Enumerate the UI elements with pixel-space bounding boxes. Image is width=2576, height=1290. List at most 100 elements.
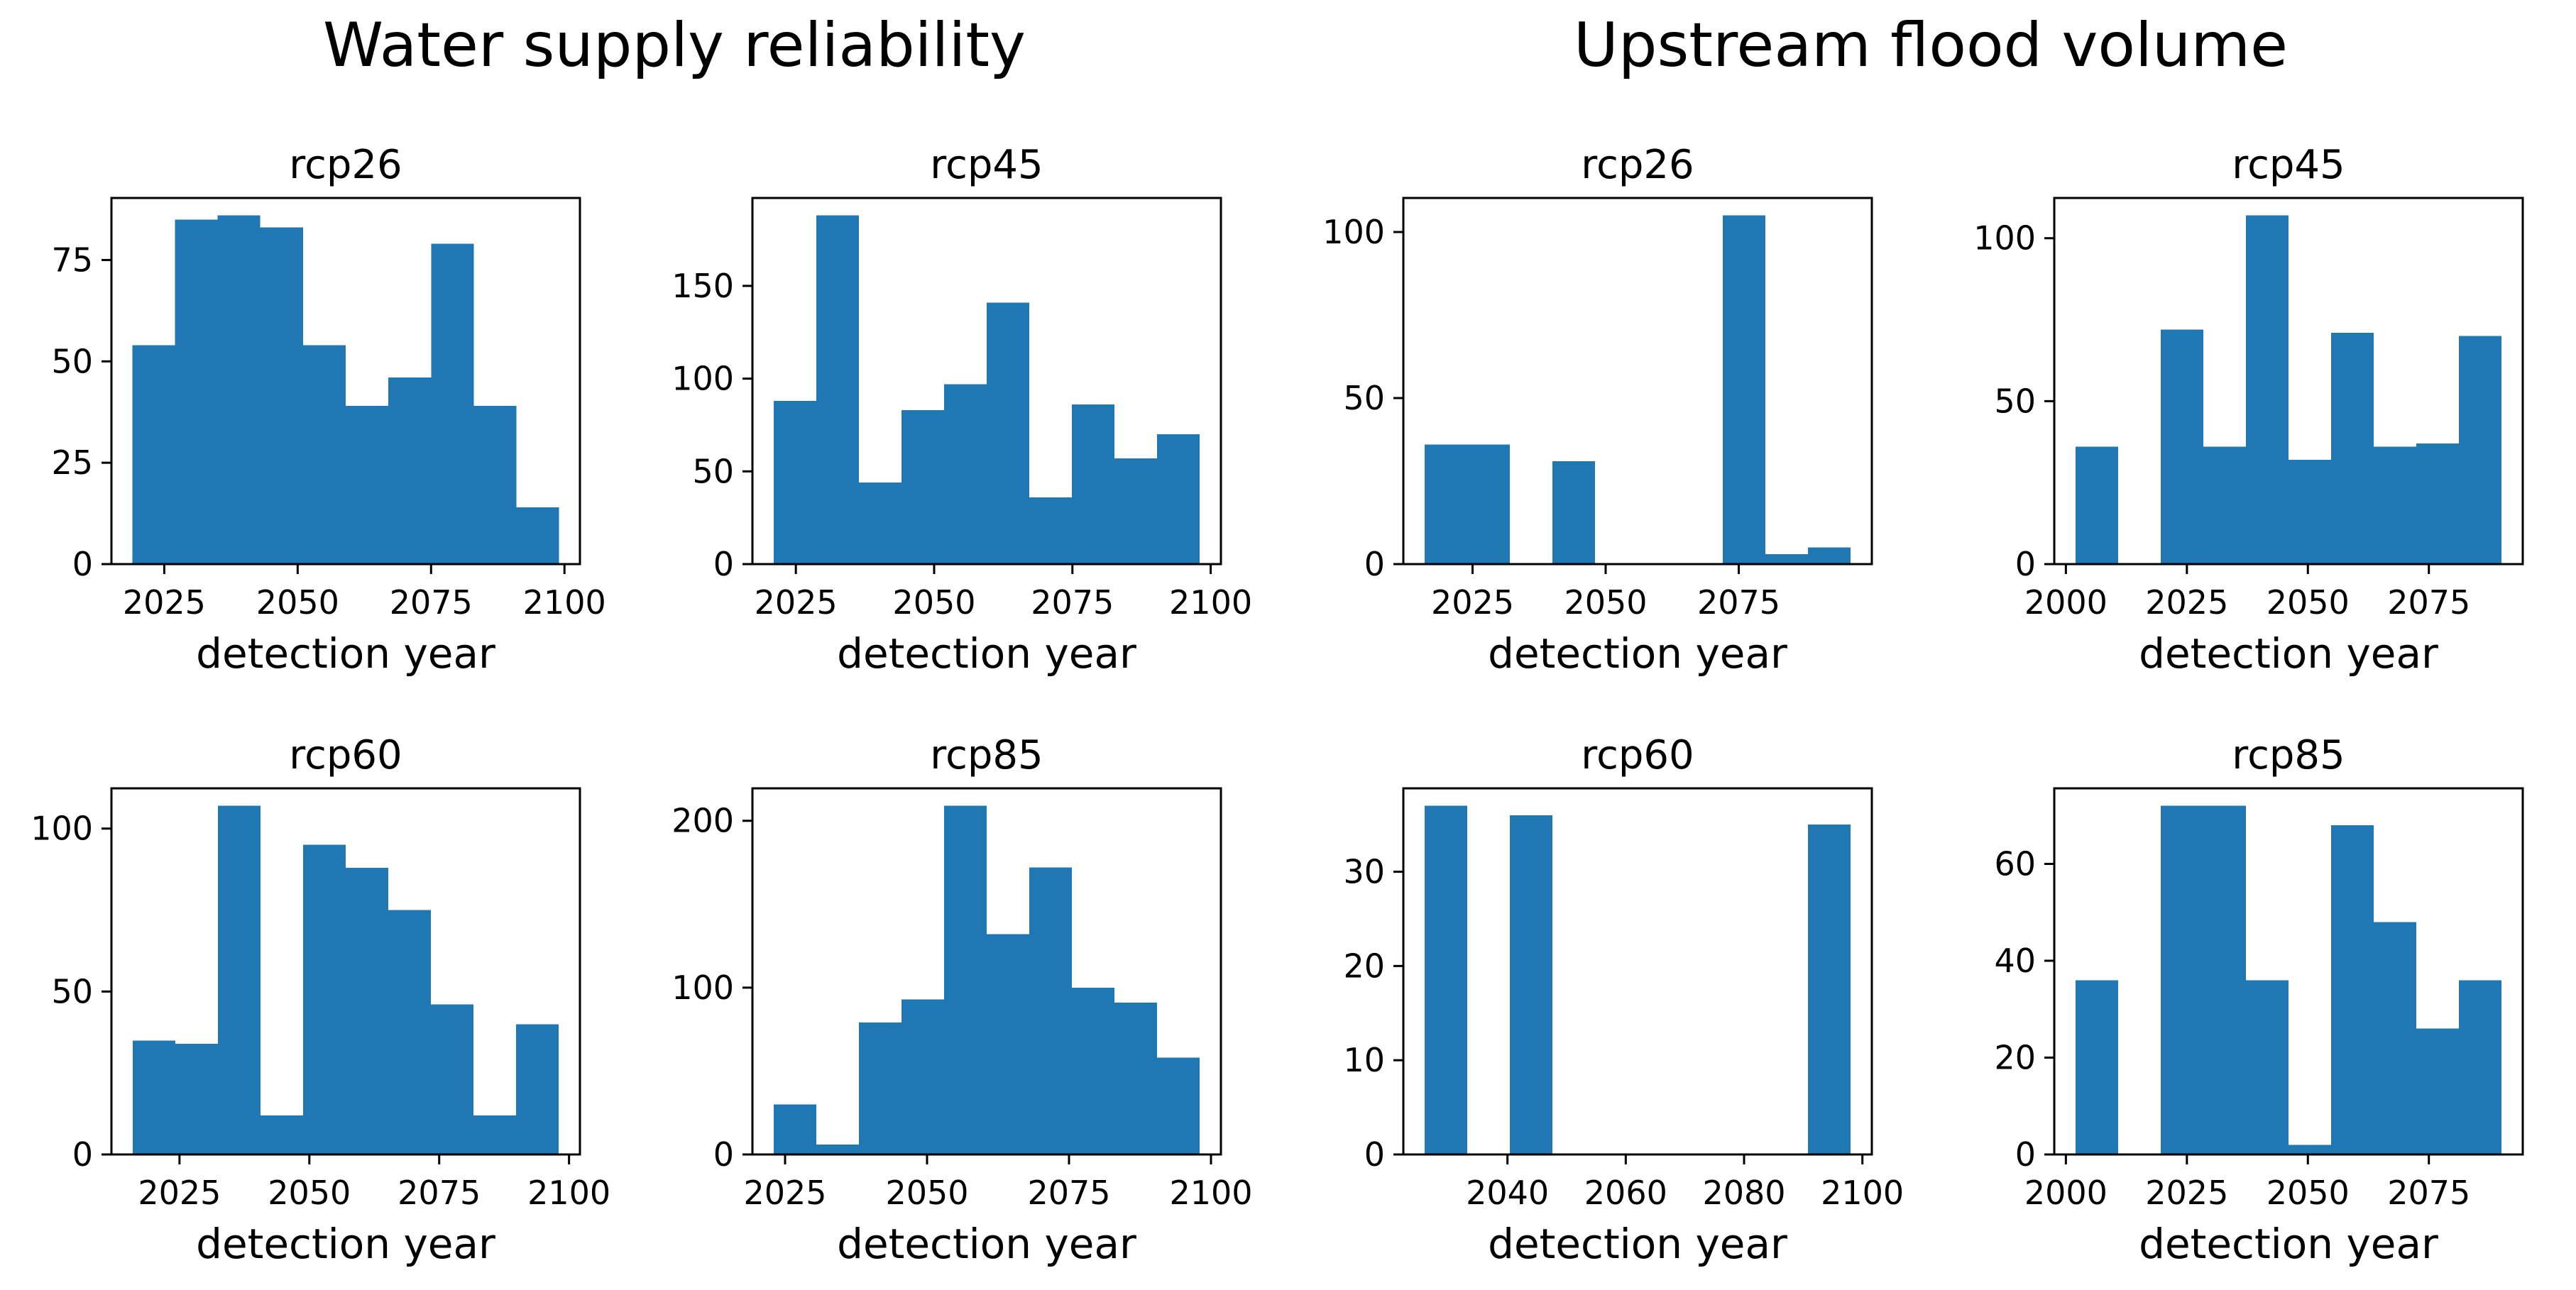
x-tick-label: 2050	[2267, 583, 2350, 622]
histogram-bar	[175, 219, 218, 564]
histogram-bar	[132, 345, 175, 564]
axes-frame	[751, 197, 1222, 566]
histogram-bar	[2246, 980, 2289, 1154]
histogram-bar	[1765, 553, 1808, 564]
histogram-bar	[1029, 867, 1072, 1154]
histogram-bar	[944, 805, 987, 1154]
histogram-bar	[388, 910, 431, 1154]
y-tick-label: 100	[1322, 213, 1385, 251]
y-tick-label: 75	[51, 241, 93, 279]
histogram-bar	[133, 1040, 175, 1154]
subplot-title: rcp26	[289, 142, 402, 188]
y-tick-label: 0	[2015, 545, 2036, 583]
x-tick-label: 2100	[1169, 1174, 1252, 1212]
histogram-bar	[859, 1022, 901, 1154]
axes-frame	[1402, 787, 1873, 1156]
y-tick-label: 10	[1343, 1041, 1385, 1079]
x-tick-label: 2025	[123, 583, 206, 622]
y-tick-label: 100	[672, 360, 734, 398]
axes-frame	[2053, 787, 2524, 1156]
histogram-bar	[1425, 805, 1467, 1154]
histogram-bar	[175, 1043, 218, 1154]
x-tick-label: 2025	[755, 583, 838, 622]
x-tick-label: 2000	[2024, 1174, 2108, 1212]
histogram-bar	[2161, 329, 2203, 564]
x-tick-label: 2100	[1169, 583, 1252, 622]
histogram-bar	[388, 377, 432, 564]
histogram-bar	[516, 507, 559, 564]
x-tick-label: 2050	[2267, 1174, 2350, 1212]
axes-frame	[110, 197, 581, 566]
histogram-panel-3: 2025 2050 2075 2100 0 100 200 rcp85 detection ye…	[672, 732, 1252, 1268]
histogram-bar	[2374, 446, 2416, 564]
y-tick-label: 30	[1343, 853, 1385, 891]
histogram-bar	[2459, 980, 2501, 1154]
x-tick-label: 2100	[523, 583, 606, 622]
histogram-panel-2: 2025 2050 2075 2100 0 50 100 rcp60 detection yea…	[31, 732, 610, 1268]
histogram-bar	[944, 384, 987, 564]
histogram-bar	[2459, 336, 2501, 564]
histogram-bar	[2331, 825, 2374, 1154]
histogram-bar	[1808, 825, 1851, 1154]
histogram-bar	[1072, 404, 1114, 564]
x-tick-label: 2100	[527, 1174, 610, 1212]
x-tick-label: 2060	[1584, 1174, 1667, 1212]
y-tick-label: 0	[1364, 1135, 1385, 1174]
axes-frame	[1402, 197, 1873, 566]
histogram-panel-7: 2000 2025 2050 2075 0 20 40 60 rcp85 detection ye…	[1994, 732, 2524, 1268]
x-tick-label: 2075	[1027, 1174, 1110, 1212]
x-tick-label: 2050	[885, 1174, 968, 1212]
x-axis-label: detection year	[196, 1220, 495, 1268]
y-tick-label: 100	[1973, 219, 2036, 258]
y-tick-label: 0	[1364, 545, 1385, 583]
x-axis-label: detection year	[1488, 629, 1787, 678]
histogram-bar	[2203, 446, 2246, 564]
y-tick-label: 0	[72, 1135, 93, 1174]
x-tick-label: 2075	[398, 1174, 481, 1212]
x-tick-label: 2050	[256, 583, 339, 622]
histogram-bar	[1723, 215, 1765, 564]
axes-frame	[110, 787, 581, 1156]
subplot-title: rcp60	[1581, 732, 1694, 778]
x-tick-label: 2080	[1702, 1174, 1785, 1212]
histogram-bar	[987, 934, 1029, 1154]
subplot-title: rcp60	[289, 732, 402, 778]
subplot-title: rcp85	[930, 732, 1043, 778]
x-axis-label: detection year	[1488, 1220, 1787, 1268]
x-tick-label: 2075	[1031, 583, 1114, 622]
histogram-bar	[1157, 1057, 1200, 1154]
histogram-bar	[816, 1144, 859, 1154]
histogram-bar	[2289, 1145, 2331, 1154]
y-tick-label: 0	[72, 545, 93, 583]
histogram-bar	[303, 844, 346, 1154]
x-tick-label: 2025	[743, 1174, 826, 1212]
histogram-bar	[2161, 805, 2203, 1154]
group-title-flood-volume: Upstream flood volume	[1573, 10, 2289, 81]
x-tick-label: 2040	[1466, 1174, 1549, 1212]
histogram-panel-4: 2025 2050 2075 0 50 100 rcp26 detection year	[1322, 142, 1873, 678]
y-tick-label: 50	[51, 972, 93, 1010]
x-tick-label: 2000	[2024, 583, 2108, 622]
x-tick-label: 2025	[2145, 1174, 2228, 1212]
histogram-bar	[2331, 332, 2374, 564]
histogram-bar	[1114, 1003, 1157, 1154]
histogram-bar	[260, 227, 303, 564]
x-axis-label: detection year	[837, 629, 1136, 678]
axes-frame	[2053, 197, 2524, 566]
x-tick-label: 2050	[1564, 583, 1647, 622]
y-tick-label: 50	[1343, 379, 1385, 417]
x-axis-label: detection year	[2139, 629, 2438, 678]
histogram-bar	[2416, 443, 2459, 564]
axes-frame	[751, 787, 1222, 1156]
histogram-panel-6: 2040 2060 2080 2100 0 10 20 30 rcp60 detection ye…	[1343, 732, 1904, 1268]
histogram-bar	[816, 215, 859, 564]
histogram-bar	[431, 1004, 473, 1154]
histogram-bar	[473, 1115, 516, 1154]
histogram-bar	[2374, 922, 2416, 1154]
x-tick-label: 2025	[138, 1174, 221, 1212]
y-tick-label: 50	[1994, 382, 2036, 420]
histogram-bar	[1072, 987, 1114, 1154]
x-tick-label: 2075	[2387, 1174, 2470, 1212]
x-tick-label: 2075	[1697, 583, 1780, 622]
